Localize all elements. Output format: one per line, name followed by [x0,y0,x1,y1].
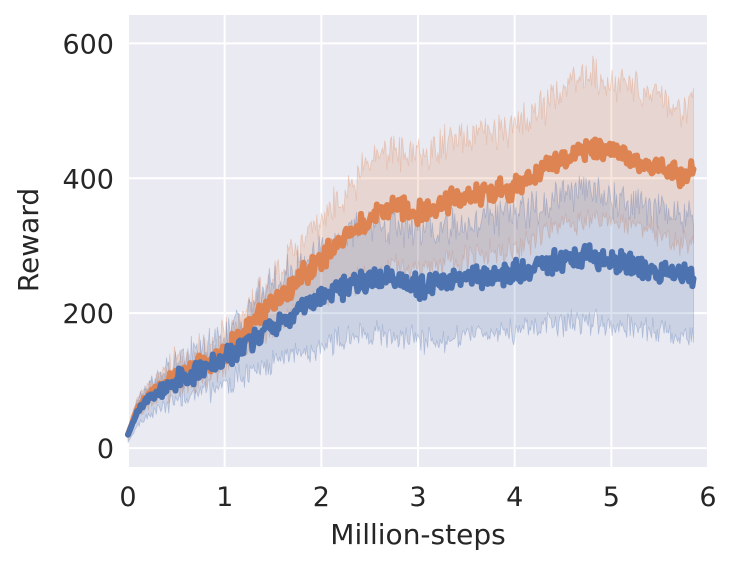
x-tick-label-2: 2 [313,482,330,513]
x-tick-label-0: 0 [119,482,136,513]
y-tick-label-3: 600 [62,29,114,60]
series-layer [125,55,697,443]
x-tick-label-4: 4 [506,482,523,513]
y-tick-label-1: 200 [62,299,114,330]
y-tick-label-0: 0 [97,434,114,465]
tick-labels: 0 1 2 3 4 5 6 0 200 400 600 [62,29,716,513]
series-2-line [125,242,697,438]
series-1-line [125,136,697,438]
x-axis-label: Million-steps [330,518,505,551]
y-tick-label-2: 400 [62,164,114,195]
x-tick-label-3: 3 [409,482,426,513]
x-tick-label-6: 6 [699,482,716,513]
y-axis-label: Reward [12,188,45,292]
x-tick-label-1: 1 [216,482,233,513]
x-tick-label-5: 5 [603,482,620,513]
grid-lines [127,15,709,467]
